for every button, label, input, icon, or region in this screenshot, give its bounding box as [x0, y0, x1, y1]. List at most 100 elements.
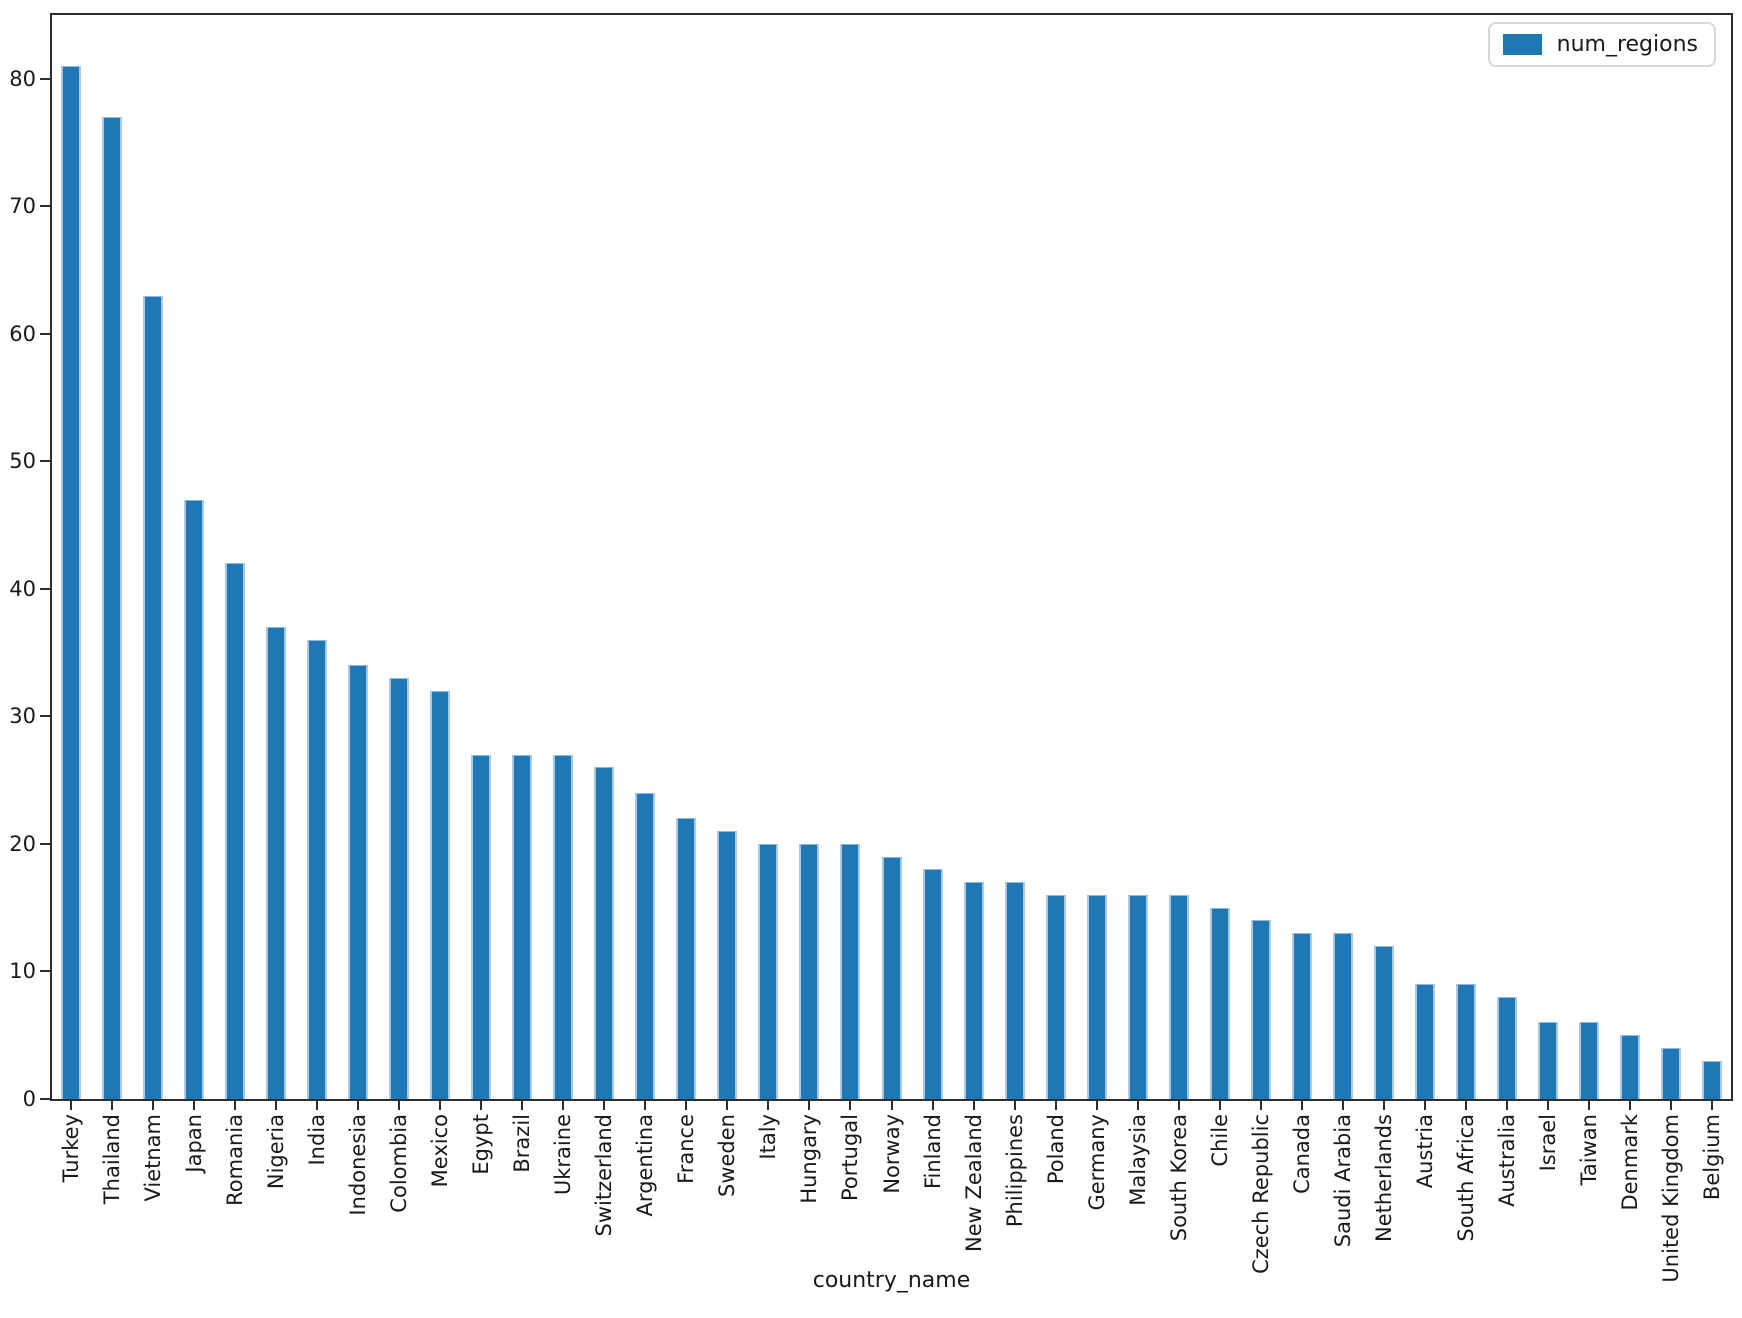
x-tick-mark — [1670, 1101, 1672, 1110]
bar-denmark — [1620, 1035, 1640, 1099]
legend-label: num_regions — [1556, 32, 1698, 57]
x-tick-label-text: Israel — [1536, 1114, 1560, 1172]
x-tick-label-south-africa: South Africa — [1452, 1114, 1480, 1242]
y-tick-mark — [40, 1098, 50, 1100]
x-tick-label-portugal: Portugal — [836, 1114, 864, 1201]
bar-norway — [882, 857, 902, 1099]
bar-israel — [1538, 1022, 1558, 1099]
bar-philippines — [1005, 882, 1025, 1099]
x-tick-label-japan: Japan — [180, 1114, 208, 1173]
x-tick-label-thailand: Thailand — [98, 1114, 126, 1204]
x-tick-mark — [849, 1101, 851, 1110]
bar-malaysia — [1128, 895, 1148, 1099]
x-tick-mark — [439, 1101, 441, 1110]
x-tick-mark — [316, 1101, 318, 1110]
y-tick-label-30: 30 — [9, 704, 36, 728]
x-tick-label-text: Hungary — [797, 1114, 821, 1204]
bar-taiwan — [1579, 1022, 1599, 1099]
x-tick-label-italy: Italy — [754, 1114, 782, 1160]
bar-france — [676, 818, 696, 1099]
x-tick-mark — [1588, 1101, 1590, 1110]
x-tick-label-denmark: Denmark — [1616, 1114, 1644, 1211]
x-tick-mark — [1301, 1101, 1303, 1110]
bar-switzerland — [594, 767, 614, 1099]
y-tick-label-80: 80 — [9, 67, 36, 91]
x-tick-label-text: Japan — [182, 1114, 206, 1173]
x-tick-mark — [1629, 1101, 1631, 1110]
bar-australia — [1497, 997, 1517, 1099]
x-tick-label-text: Indonesia — [346, 1114, 370, 1216]
bar-italy — [758, 844, 778, 1099]
bar-mexico — [430, 691, 450, 1099]
bar-ukraine — [553, 755, 573, 1099]
x-tick-mark — [193, 1101, 195, 1110]
x-tick-label-text: United Kingdom — [1659, 1114, 1683, 1283]
bar-finland — [923, 869, 943, 1099]
x-tick-label-text: Chile — [1208, 1114, 1232, 1167]
x-tick-label-text: Brazil — [510, 1114, 534, 1173]
x-tick-mark — [562, 1101, 564, 1110]
y-tick-label-40: 40 — [9, 577, 36, 601]
y-tick-label-20: 20 — [9, 832, 36, 856]
x-tick-label-text: France — [674, 1114, 698, 1184]
y-tick-mark — [40, 460, 50, 462]
x-tick-label-nigeria: Nigeria — [262, 1114, 290, 1189]
x-tick-label-turkey: Turkey — [57, 1114, 85, 1182]
x-tick-label-vietnam: Vietnam — [139, 1114, 167, 1202]
x-tick-label-text: Malaysia — [1126, 1114, 1150, 1206]
y-tick-mark — [40, 205, 50, 207]
bar-india — [307, 640, 327, 1099]
x-tick-label-new-zealand: New Zealand — [960, 1114, 988, 1252]
x-tick-label-text: South Africa — [1454, 1114, 1478, 1242]
y-tick-label-60: 60 — [9, 322, 36, 346]
y-tick-label-10: 10 — [9, 959, 36, 983]
x-tick-label-malaysia: Malaysia — [1124, 1114, 1152, 1206]
bar-egypt — [471, 755, 491, 1099]
x-tick-label-philippines: Philippines — [1001, 1114, 1029, 1227]
x-tick-label-text: Poland — [1044, 1114, 1068, 1185]
bar-poland — [1046, 895, 1066, 1099]
bar-turkey — [61, 66, 81, 1099]
x-tick-mark — [1219, 1101, 1221, 1110]
legend: num_regions — [1487, 22, 1716, 67]
x-tick-label-text: Switzerland — [592, 1114, 616, 1237]
x-tick-mark — [1424, 1101, 1426, 1110]
x-tick-label-text: Norway — [880, 1114, 904, 1194]
x-tick-label-text: Nigeria — [264, 1114, 288, 1190]
x-tick-mark — [767, 1101, 769, 1110]
x-tick-mark — [1383, 1101, 1385, 1110]
x-tick-label-india: India — [303, 1114, 331, 1166]
bar-austria — [1415, 984, 1435, 1099]
x-tick-label-saudi-arabia: Saudi Arabia — [1329, 1114, 1357, 1247]
x-tick-mark — [521, 1101, 523, 1110]
bar-indonesia — [348, 665, 368, 1099]
x-tick-label-czech-republic: Czech Republic — [1247, 1114, 1275, 1274]
x-tick-label-norway: Norway — [878, 1114, 906, 1194]
x-tick-label-text: South Korea — [1167, 1114, 1191, 1242]
x-tick-label-egypt: Egypt — [467, 1114, 495, 1175]
bar-nigeria — [266, 627, 286, 1099]
x-tick-label-indonesia: Indonesia — [344, 1114, 372, 1216]
x-tick-mark — [1055, 1101, 1057, 1110]
x-tick-label-france: France — [672, 1114, 700, 1184]
x-tick-mark — [275, 1101, 277, 1110]
x-tick-mark — [932, 1101, 934, 1110]
y-tick-label-70: 70 — [9, 194, 36, 218]
x-tick-label-text: Australia — [1495, 1114, 1519, 1207]
x-tick-label-text: Germany — [1085, 1114, 1109, 1211]
x-tick-label-text: Egypt — [469, 1114, 493, 1175]
x-tick-label-text: Romania — [223, 1114, 247, 1206]
x-tick-mark — [1342, 1101, 1344, 1110]
x-tick-label-text: India — [305, 1114, 329, 1166]
x-tick-label-poland: Poland — [1042, 1114, 1070, 1184]
x-tick-label-text: Vietnam — [141, 1114, 165, 1202]
x-tick-label-romania: Romania — [221, 1114, 249, 1206]
x-tick-label-text: Netherlands — [1372, 1114, 1396, 1243]
y-tick-mark — [40, 843, 50, 845]
bar-portugal — [840, 844, 860, 1099]
x-tick-label-text: Canada — [1290, 1114, 1314, 1194]
x-tick-mark — [1014, 1101, 1016, 1110]
y-tick-mark — [40, 588, 50, 590]
x-tick-label-south-korea: South Korea — [1165, 1114, 1193, 1241]
x-tick-mark — [234, 1101, 236, 1110]
